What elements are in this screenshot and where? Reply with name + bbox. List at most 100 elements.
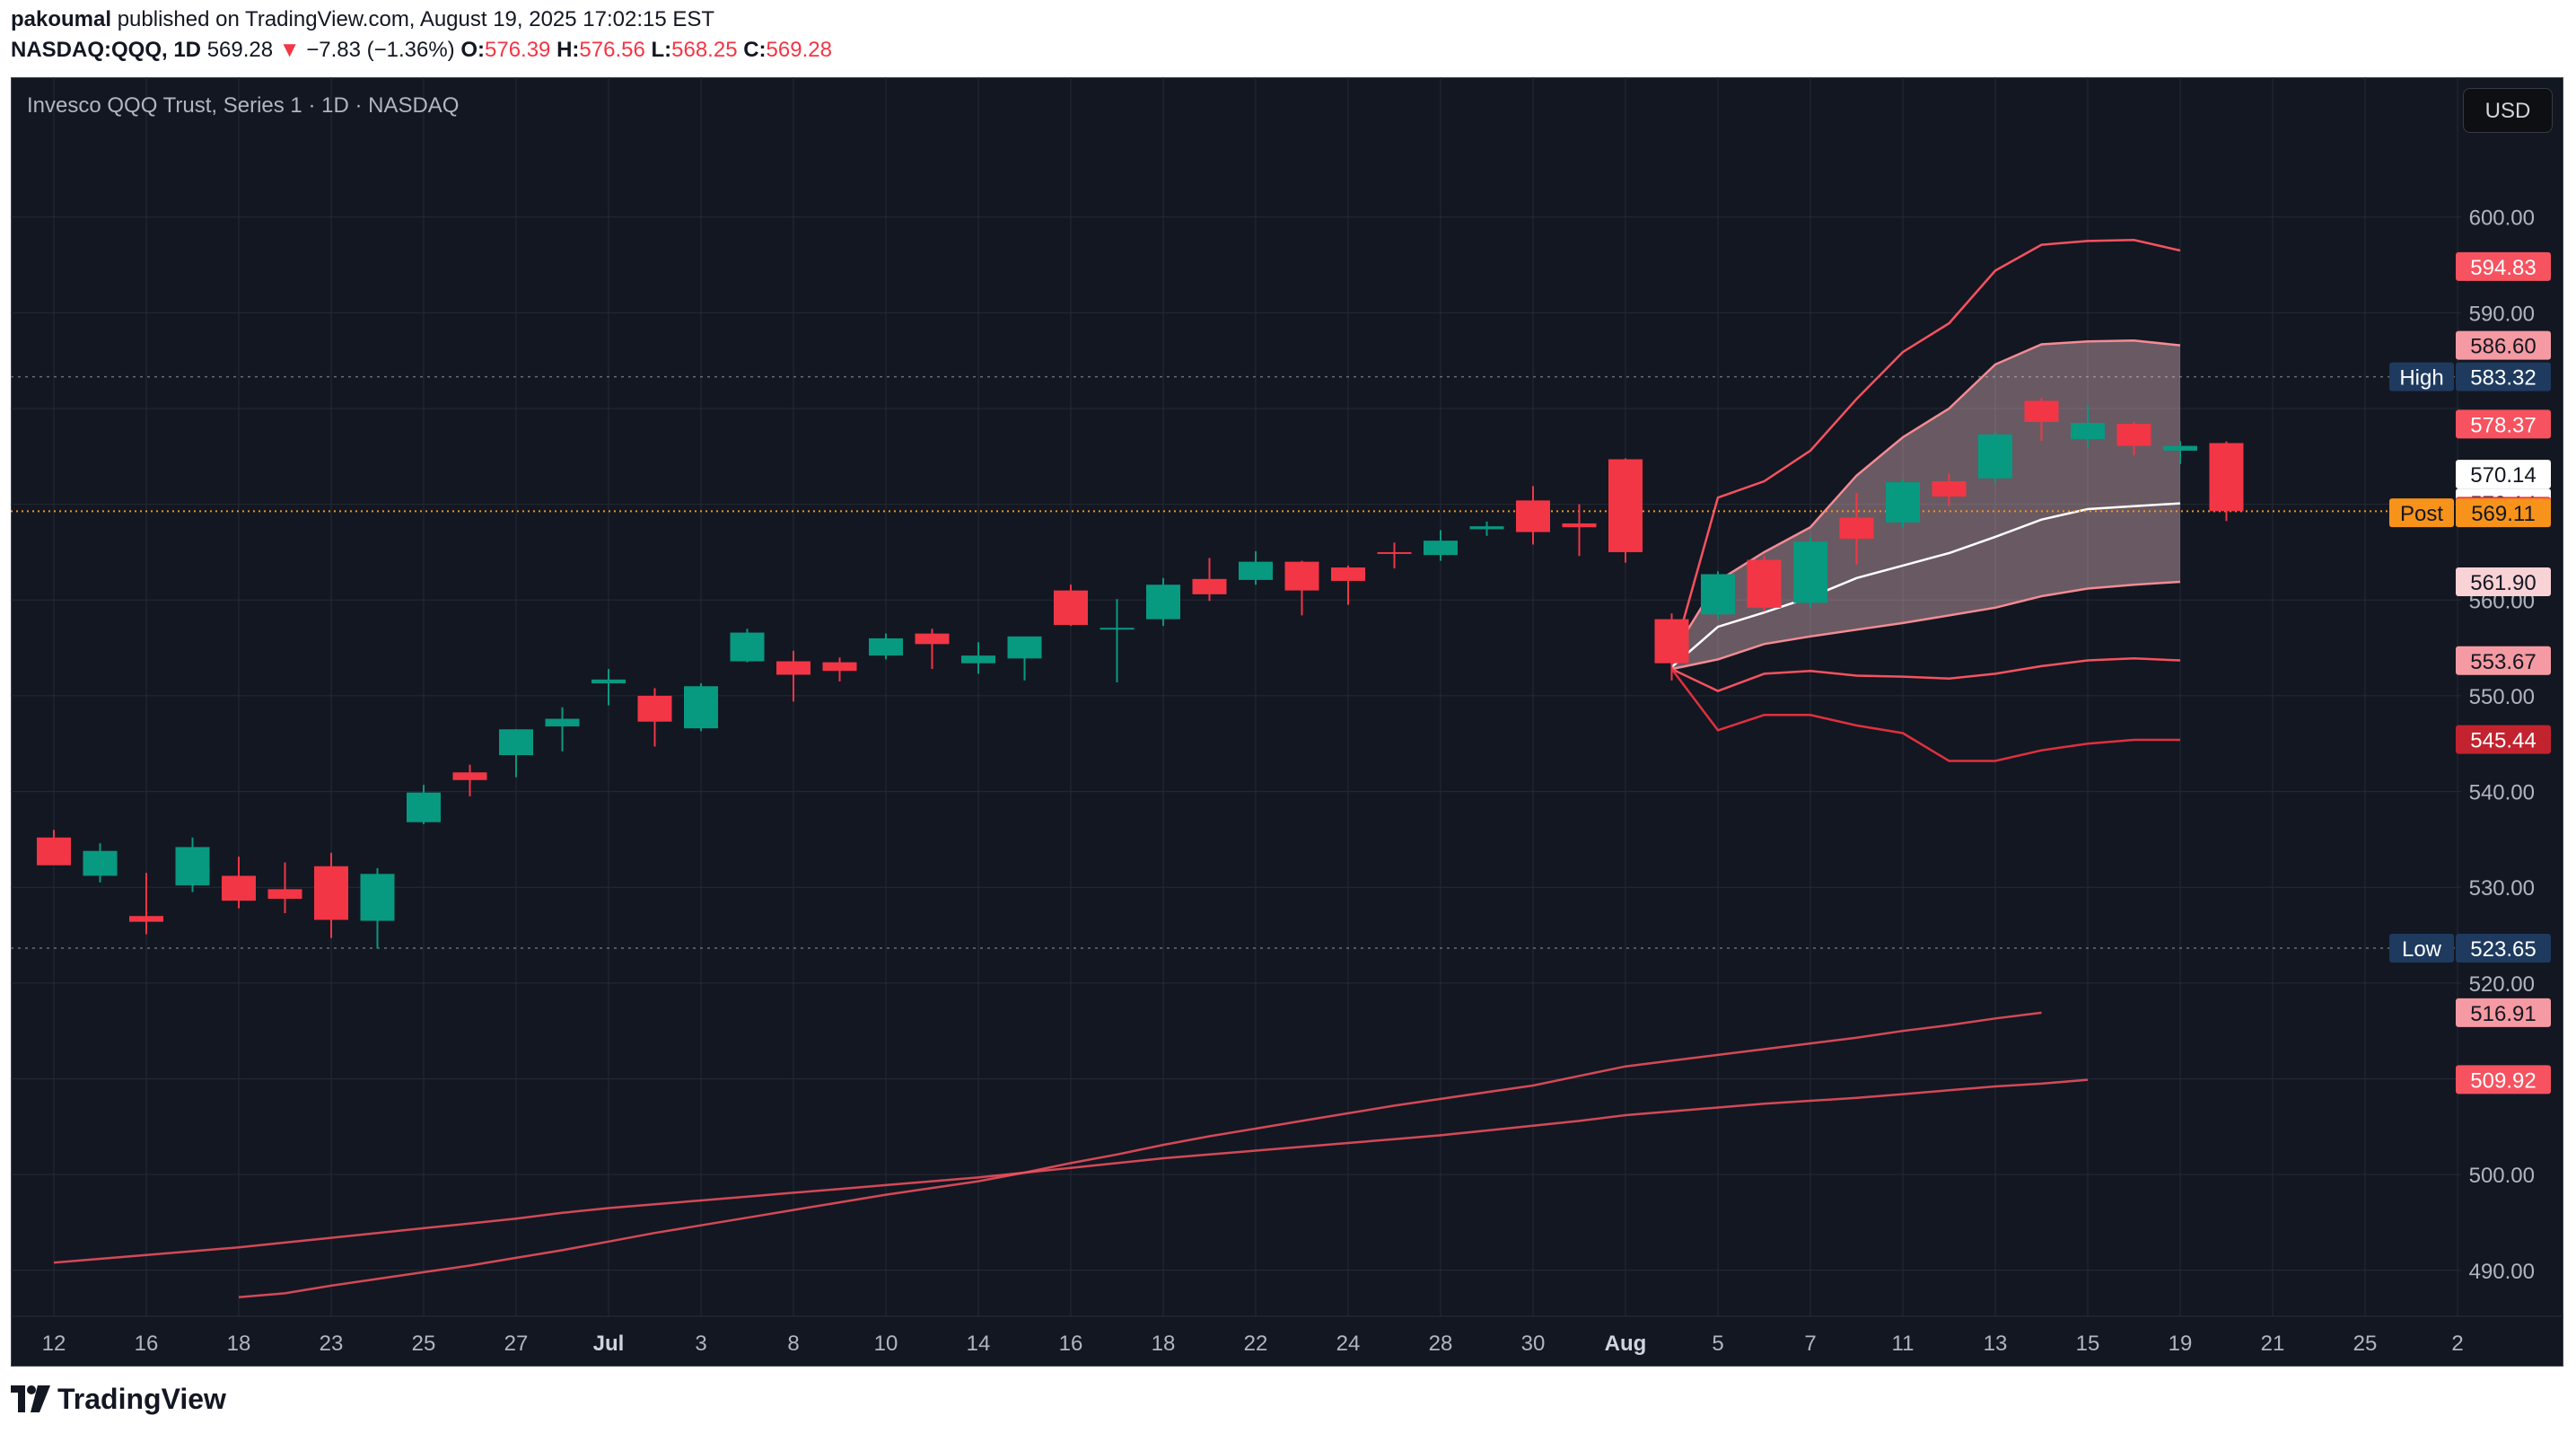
date-tick-label: 21 — [2261, 1332, 2285, 1356]
candle-body — [1516, 500, 1550, 532]
candle-body — [175, 847, 210, 886]
price-tag-label: 509.92 — [2470, 1068, 2536, 1093]
candle-body — [1701, 574, 1735, 615]
price-tag-high — [2456, 362, 2551, 391]
candle-body — [1793, 541, 1827, 603]
date-tick-label: 25 — [412, 1332, 436, 1356]
currency-button[interactable]: USD — [2463, 88, 2553, 133]
candle-body — [869, 637, 903, 656]
moving-average-long — [53, 1078, 2089, 1264]
date-tick-label: 14 — [967, 1332, 991, 1356]
candle-body — [1054, 590, 1088, 626]
candle-body — [83, 850, 118, 876]
tradingview-logo[interactable]: TradingView — [11, 1379, 226, 1419]
candle-body — [591, 679, 626, 684]
price-tag-band-dark — [2456, 725, 2551, 754]
symbol-label[interactable]: NASDAQ:QQQ, 1D — [11, 38, 202, 62]
date-tick-label: 7 — [1804, 1332, 1816, 1356]
candle-body — [1377, 551, 1412, 554]
candle-body — [1007, 636, 1042, 659]
price-tag-label: 545.44 — [2470, 729, 2536, 753]
price-tick-label: 590.00 — [2469, 302, 2535, 326]
price-tag-label: 523.65 — [2470, 937, 2536, 962]
date-tick-label: 22 — [1244, 1332, 1268, 1356]
author-name[interactable]: pakoumal — [11, 7, 112, 31]
low-value: 568.25 — [671, 38, 738, 62]
price-tag-band-light — [2456, 646, 2551, 675]
candle-body — [684, 686, 718, 729]
band-lower-2 — [1670, 657, 2181, 692]
publish-info: pakoumal published on TradingView.com, A… — [11, 7, 714, 32]
candle-body — [1100, 628, 1135, 630]
band-lower-3 — [1670, 668, 2180, 762]
date-tick-label: 18 — [227, 1332, 251, 1356]
price-tag-prefix: High — [2399, 366, 2443, 391]
price-tag-band-lighter — [2456, 567, 2551, 597]
price-tag-label: 570.14 — [2470, 463, 2536, 488]
price-tick-label: 600.00 — [2469, 207, 2535, 231]
chart-panel[interactable]: 490.00 500.00 520.00 530.00 540.00 550.00 560.… — [11, 77, 2563, 1367]
date-tick-label: 23 — [320, 1332, 344, 1356]
candle-body — [2071, 422, 2105, 440]
candle-body — [1608, 459, 1643, 552]
candle-body — [2024, 400, 2059, 422]
open-value: 576.39 — [485, 38, 551, 62]
published-text: published on TradingView.com, August 19,… — [117, 7, 715, 31]
high-label: H: — [556, 38, 580, 62]
candle-body — [1424, 541, 1458, 556]
date-tick-label: Aug — [1605, 1332, 1647, 1356]
low-label: L: — [651, 38, 672, 62]
price-tick-label: 530.00 — [2469, 876, 2535, 901]
candle-body — [37, 837, 71, 866]
candle-body — [545, 718, 580, 727]
price-tag-low — [2456, 933, 2551, 963]
candle-body — [314, 866, 348, 920]
date-tick-label: 30 — [1521, 1332, 1546, 1356]
chart-border — [11, 77, 2563, 1367]
date-tick-label: Jul — [593, 1332, 625, 1356]
candle-body — [730, 632, 765, 662]
price-tag-label: 586.60 — [2470, 335, 2536, 359]
price-change: −7.83 (−1.36%) — [306, 38, 455, 62]
date-tick-label: 11 — [1892, 1332, 1914, 1356]
price-tag-prefix-box — [2389, 498, 2454, 528]
candle-body — [776, 661, 810, 675]
date-tick-label: 25 — [2353, 1332, 2378, 1356]
band-lower-1 — [1671, 580, 2181, 671]
candle-body — [961, 655, 995, 664]
candle-body — [129, 916, 163, 922]
candle-body — [222, 875, 256, 901]
price-tick-label: 520.00 — [2469, 972, 2535, 997]
candle-body — [1747, 559, 1782, 608]
date-tick-label: 12 — [42, 1332, 66, 1356]
candle-body — [1331, 567, 1365, 581]
candle-body — [1932, 481, 1967, 497]
candle-body — [1839, 517, 1874, 540]
price-tag-band — [2456, 251, 2551, 281]
date-tick-label: 15 — [2076, 1332, 2100, 1356]
price-tag-label: 516.91 — [2470, 1002, 2536, 1026]
price-tag-prefix: Low — [2402, 937, 2442, 962]
price-tag-prefix: Post — [2400, 502, 2443, 526]
close-label: C: — [743, 38, 767, 62]
price-tag-band — [2456, 1065, 2551, 1095]
band-basis — [1670, 502, 2181, 668]
down-arrow-icon: ▼ — [278, 38, 301, 62]
date-tick-label: 27 — [504, 1332, 529, 1356]
candle-body — [1192, 578, 1227, 594]
price-tick-label: 500.00 — [2469, 1164, 2535, 1188]
candle-body — [499, 729, 533, 756]
price-tag-band — [2456, 409, 2551, 439]
candle-body — [637, 695, 672, 722]
price-tag-prefix-box — [2389, 933, 2454, 963]
candle-body — [407, 792, 441, 822]
tradingview-logo-icon — [11, 1385, 50, 1412]
candle-body — [1469, 526, 1504, 530]
date-tick-label: 16 — [135, 1332, 159, 1356]
price-tag-label: 578.37 — [2470, 413, 2536, 437]
price-tag-label: 553.67 — [2470, 650, 2536, 674]
date-tick-label: 5 — [1712, 1332, 1723, 1356]
date-tick-label: 13 — [1984, 1332, 2008, 1356]
candle-body — [915, 633, 950, 645]
chart-canvas[interactable]: 490.00500.00520.00530.00540.00550.00560.… — [11, 77, 2563, 1367]
